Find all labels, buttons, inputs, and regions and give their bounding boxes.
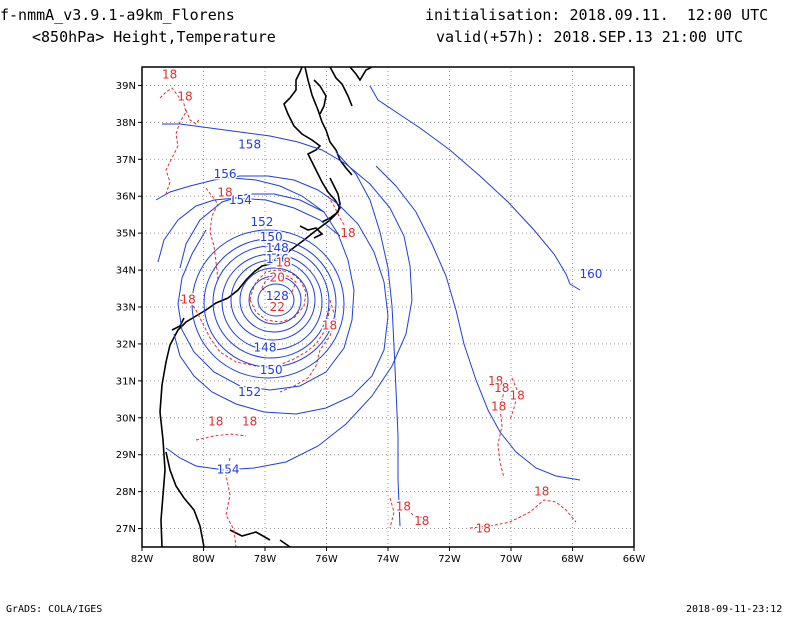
lat-tick-label: 31N [116,376,136,387]
height-contour-label: 148 [254,341,277,355]
temperature-contour-label: 18 [162,67,177,81]
lat-tick-label: 29N [116,450,136,461]
temperature-contour-label: 18 [322,318,337,332]
height-contour-label: 160 [579,267,602,281]
lon-tick-label: 72W [438,554,461,565]
lat-tick-label: 34N [116,266,136,277]
height-contour-label: 156 [214,167,237,181]
temperature-contour-label: 22 [270,300,285,314]
lon-tick-label: 66W [623,554,646,565]
height-contour-label: 152 [238,385,261,399]
initialisation-time: initialisation: 2018.09.11. 12:00 UTC [425,6,769,24]
height-contour-label: 146 [266,252,289,266]
temperature-contour-label: 18 [494,381,509,395]
height-contour-label: 150 [260,363,283,377]
temperature-contour-label: 18 [510,389,525,403]
model-title: f-nmmA_v3.9.1-a9km_Florens [0,6,235,24]
temperature-contour-label: 18 [534,485,549,499]
lon-tick-label: 80W [192,554,215,565]
height-contour-label: 128 [266,289,289,303]
lat-tick-label: 27N [116,524,136,535]
lat-tick-label: 28N [116,487,136,498]
lat-tick-label: 32N [116,339,136,350]
temperature-contour-label: 18 [180,293,195,307]
lat-tick-label: 36N [116,192,136,203]
lon-tick-label: 76W [315,554,338,565]
lat-lon-grid [142,67,634,547]
lat-tick-label: 30N [116,413,136,424]
lon-tick-label: 74W [377,554,400,565]
temperature-contours [159,87,577,547]
height-contour-label: 154 [217,462,240,476]
lon-tick-label: 68W [561,554,584,565]
height-contour-label: 152 [250,215,273,229]
temperature-contour-label: 18 [414,514,429,528]
temperature-contour-label: 18 [491,400,506,414]
coastline [159,67,373,547]
temperature-contour-label: 18 [396,499,411,513]
temperature-contour-label: 18 [476,522,491,536]
temperature-contour-label: 20 [270,270,285,284]
temperature-contour-label: 18 [276,256,291,270]
lon-tick-label: 70W [500,554,523,565]
temperature-contour-label: 18 [488,374,503,388]
field-title: <850hPa> Height,Temperature [32,28,276,46]
grads-credit: GrADS: COLA/IGES [6,604,103,615]
height-contour-label: 150 [260,230,283,244]
height-contours [155,85,581,527]
lon-tick-label: 82W [131,554,154,565]
axis-labels: 82W 80W 78W 76W 74W 72W 70W 68W 66W 27N 28N 29N 30N 3… [116,81,646,565]
lat-tick-label: 35N [116,229,136,240]
lat-tick-label: 37N [116,155,136,166]
temperature-contour-label: 18 [340,226,355,240]
height-contour-label: 154 [229,193,252,207]
lat-tick-label: 39N [116,81,136,92]
height-contour-label: 158 [238,138,261,152]
temperature-contour-label: 18 [208,414,223,428]
temperature-contour-label: 18 [177,90,192,104]
lon-tick-label: 78W [254,554,277,565]
lat-tick-label: 38N [116,118,136,129]
height-contour-label: 148 [266,241,289,255]
valid-time: valid(+57h): 2018.SEP.13 21:00 UTC [436,28,744,46]
temperature-contour-label: 18 [242,414,257,428]
plot-timestamp: 2018-09-11-23:12 [686,604,783,615]
temperature-contour-label: 18 [217,186,232,200]
lat-tick-label: 33N [116,303,136,314]
